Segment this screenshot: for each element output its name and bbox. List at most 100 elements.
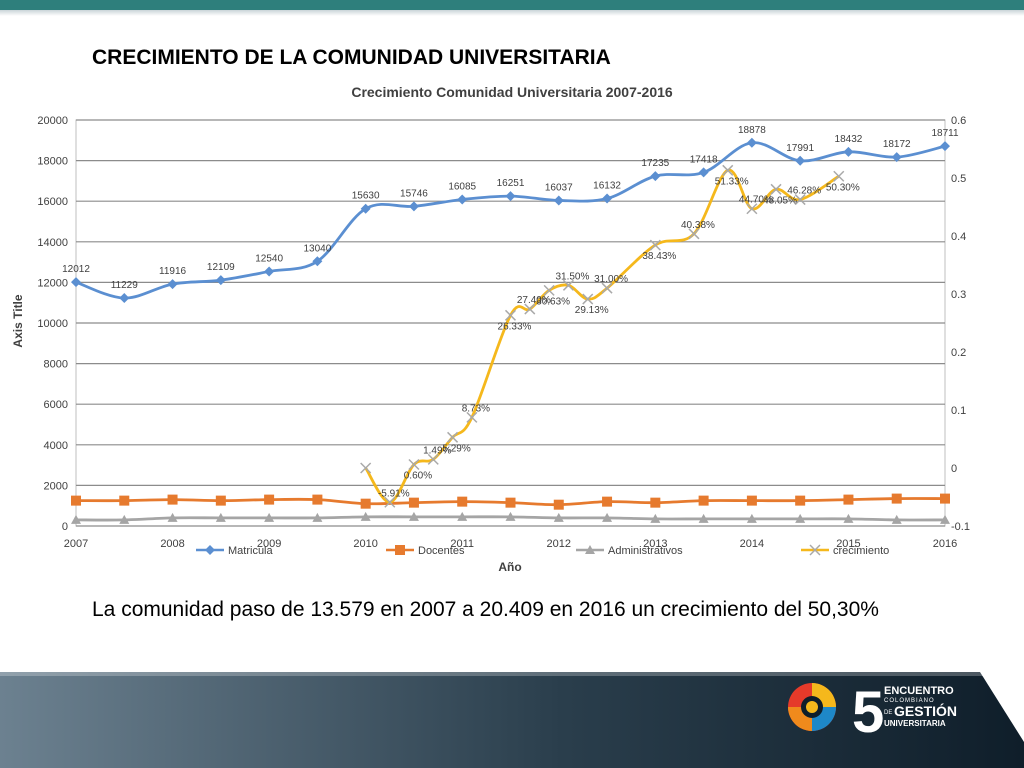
matricula-data-label: 12012 [62,264,90,275]
summary-text: La comunidad paso de 13.579 en 2007 a 20… [92,598,879,621]
matricula-point [698,167,709,178]
y2-tick-label: 0 [951,463,957,475]
matricula-point [795,155,806,166]
logo-line3-small: DE [884,710,892,716]
matricula-point [843,146,854,157]
administrativos-point [312,512,323,522]
legend-item-administrativos: Administrativos [576,545,683,557]
legend-swatch-marker [205,545,215,555]
y2-tick-label: -0.1 [951,521,970,533]
docentes-point [215,495,226,506]
y-axis-label: Axis Title [11,294,25,347]
matricula-data-label: 15630 [352,191,380,202]
crecimiento-point [794,194,806,206]
crecimiento-point [408,458,420,471]
matricula-point [457,194,468,205]
matricula-point [746,137,757,148]
legend-swatch-marker [585,545,595,554]
crecimiento-data-label: 51.33% [715,176,749,187]
matricula-data-label: 18172 [883,139,911,150]
crecimiento-point [688,228,700,240]
matricula-data-label: 16132 [593,181,621,192]
legend-label: Administrativos [608,545,683,557]
crecimiento-data-label: 44.70% [739,195,773,206]
marker-stroke [543,284,555,296]
matricula-point [891,152,902,163]
crecimiento-point [649,239,661,251]
matricula-data-label: 18878 [738,125,766,136]
x-axis-label: Año [498,560,521,574]
chart-title: Crecimiento Comunidad Universitaria 2007… [351,84,673,100]
docentes-point [602,496,613,507]
matricula-data-label: 11916 [159,266,187,277]
legend-item-docentes: Docentes [386,545,465,557]
matricula-data-label: 11229 [111,280,139,291]
crecimiento-point [427,453,439,465]
docentes-point [264,494,275,505]
logo-line3: GESTIÓN [894,702,957,719]
docentes-point [360,498,371,509]
marker-stroke [794,194,806,206]
matricula-data-label: 16037 [545,182,573,193]
crecimiento-point [582,293,594,305]
chart-grid [75,119,946,527]
matricula-data-label: 17991 [786,143,814,154]
matricula-point [602,193,613,204]
x-tick-label: 2007 [64,538,88,550]
crecimiento-data-label: 50.30% [826,182,860,193]
docentes-point [843,494,854,505]
administrativos-point [940,514,950,524]
marker-stroke [384,496,396,508]
crecimiento-data-label: 1.49% [423,445,451,456]
matricula-data-label: 15746 [400,188,428,199]
administrativos-point [891,514,902,524]
docentes-point [505,497,516,508]
crecimiento-point [466,411,478,423]
chart-axes: 0 2000 4000 6000 8000 10000 12000 14000 16000 180… [37,115,970,550]
x-tick-label: 2008 [160,538,184,550]
matricula-data-label: 12540 [255,253,283,264]
crecimiento-point [722,164,734,176]
matricula-data-label: 17418 [690,154,718,165]
matricula-data-label: 13040 [303,243,331,254]
crecimiento-point [833,170,845,182]
matricula-point [119,293,130,304]
matricula-data-label: 18711 [931,128,959,139]
marker-stroke [809,544,821,556]
y-tick-label: 16000 [37,196,68,208]
matricula-data-label: 12109 [207,262,235,273]
marker-stroke [504,309,517,321]
matricula-point [940,141,950,152]
crecimiento-data-label: 26.33% [498,321,532,332]
legend-label: crecimiento [833,545,889,557]
administrativos-point [457,511,468,521]
docentes-point [746,495,757,506]
administrativos-point [698,513,709,523]
crecimiento-data-label: 30.63% [536,296,570,307]
x-tick-label: 2014 [740,538,764,550]
docentes-point [119,495,130,506]
docentes-point [408,497,419,508]
y-tick-label: 4000 [44,440,68,452]
docentes-point [940,493,950,504]
y-tick-label: 0 [62,521,68,533]
legend-item-crecimiento: crecimiento [801,544,889,557]
matricula-point [553,195,564,206]
chart-legend: Matricula Docentes Administrativos crecimie… [196,544,889,557]
marker-stroke [466,411,478,423]
footer-band [0,672,1024,768]
y2-tick-label: 0.2 [951,347,966,359]
matricula-point [408,201,419,212]
x-tick-label: 2009 [257,538,281,550]
crecimiento-data-label: 8.73% [462,403,490,414]
matricula-data-label: 16251 [497,178,525,189]
x-tick-label: 2015 [836,538,860,550]
marker-stroke [601,282,613,294]
legend-swatch-marker [395,545,405,555]
x-tick-label: 2010 [353,538,377,550]
series-docentes [71,493,950,510]
y-tick-label: 12000 [37,277,68,289]
administrativos-point [505,511,516,521]
crecimiento-point [746,203,758,215]
docentes-point [71,495,81,506]
